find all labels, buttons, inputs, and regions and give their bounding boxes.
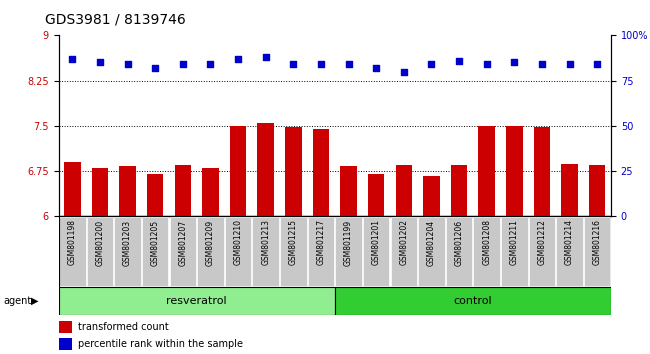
Text: GSM801217: GSM801217 <box>317 219 326 266</box>
Text: agent: agent <box>3 296 31 306</box>
Text: GSM801208: GSM801208 <box>482 219 491 266</box>
Text: GSM801200: GSM801200 <box>96 219 105 266</box>
Point <box>482 62 492 67</box>
Bar <box>92 168 108 216</box>
Text: control: control <box>454 296 492 306</box>
Bar <box>534 127 550 216</box>
Point <box>150 65 161 71</box>
Bar <box>58 338 72 350</box>
FancyBboxPatch shape <box>142 217 168 286</box>
Text: GSM801215: GSM801215 <box>289 219 298 266</box>
Bar <box>451 165 467 216</box>
Text: GSM801214: GSM801214 <box>565 219 574 266</box>
Bar <box>58 321 72 333</box>
Point <box>592 62 603 67</box>
Bar <box>423 176 439 216</box>
Text: GSM801203: GSM801203 <box>123 219 132 266</box>
FancyBboxPatch shape <box>86 217 113 286</box>
Bar <box>202 168 218 216</box>
Point <box>288 62 298 67</box>
Text: GSM801211: GSM801211 <box>510 219 519 266</box>
Point <box>454 58 464 63</box>
FancyBboxPatch shape <box>307 217 334 286</box>
FancyBboxPatch shape <box>114 217 141 286</box>
Point <box>205 62 216 67</box>
Bar <box>174 165 191 216</box>
Point <box>316 62 326 67</box>
FancyBboxPatch shape <box>170 217 196 286</box>
FancyBboxPatch shape <box>391 217 417 286</box>
Text: transformed count: transformed count <box>78 322 168 332</box>
FancyBboxPatch shape <box>446 217 473 286</box>
Text: GSM801213: GSM801213 <box>261 219 270 266</box>
FancyBboxPatch shape <box>584 217 610 286</box>
Bar <box>561 164 578 216</box>
FancyBboxPatch shape <box>225 217 252 286</box>
Text: GSM801201: GSM801201 <box>372 219 381 266</box>
Bar <box>506 126 523 216</box>
Point <box>398 69 409 74</box>
Bar <box>478 126 495 216</box>
Text: GSM801204: GSM801204 <box>427 219 436 266</box>
Bar <box>395 165 412 216</box>
Point <box>233 56 243 62</box>
Point <box>426 62 437 67</box>
Text: GSM801216: GSM801216 <box>593 219 602 266</box>
Point <box>343 62 354 67</box>
Bar <box>230 126 246 216</box>
Bar <box>64 162 81 216</box>
Point <box>122 62 133 67</box>
FancyBboxPatch shape <box>252 217 279 286</box>
Text: GSM801212: GSM801212 <box>538 219 547 266</box>
FancyBboxPatch shape <box>280 217 307 286</box>
Point <box>371 65 382 71</box>
Point <box>177 62 188 67</box>
Text: GSM801205: GSM801205 <box>151 219 160 266</box>
Text: percentile rank within the sample: percentile rank within the sample <box>78 339 243 349</box>
Point <box>537 62 547 67</box>
Bar <box>341 166 357 216</box>
Text: GSM801209: GSM801209 <box>206 219 215 266</box>
Bar <box>257 123 274 216</box>
FancyBboxPatch shape <box>473 217 500 286</box>
FancyBboxPatch shape <box>59 217 86 286</box>
Bar <box>368 174 384 216</box>
Bar <box>120 166 136 216</box>
Text: resveratrol: resveratrol <box>166 296 227 306</box>
Bar <box>589 165 606 216</box>
Point <box>509 59 519 65</box>
Text: GSM801199: GSM801199 <box>344 219 353 266</box>
FancyBboxPatch shape <box>197 217 224 286</box>
Text: GSM801210: GSM801210 <box>233 219 242 266</box>
FancyBboxPatch shape <box>363 217 389 286</box>
Point <box>261 54 271 60</box>
Text: GSM801206: GSM801206 <box>454 219 463 266</box>
FancyBboxPatch shape <box>418 217 445 286</box>
FancyBboxPatch shape <box>335 217 362 286</box>
Point <box>95 59 105 65</box>
Text: GSM801202: GSM801202 <box>399 219 408 266</box>
Bar <box>285 127 302 216</box>
FancyBboxPatch shape <box>556 217 583 286</box>
Bar <box>147 174 164 216</box>
FancyBboxPatch shape <box>528 217 555 286</box>
FancyBboxPatch shape <box>58 287 335 315</box>
Text: GDS3981 / 8139746: GDS3981 / 8139746 <box>46 12 187 27</box>
Point <box>564 62 575 67</box>
Text: ▶: ▶ <box>31 296 39 306</box>
FancyBboxPatch shape <box>501 217 528 286</box>
Text: GSM801198: GSM801198 <box>68 219 77 266</box>
FancyBboxPatch shape <box>335 287 611 315</box>
Bar <box>313 129 329 216</box>
Text: GSM801207: GSM801207 <box>178 219 187 266</box>
Point <box>67 56 77 62</box>
